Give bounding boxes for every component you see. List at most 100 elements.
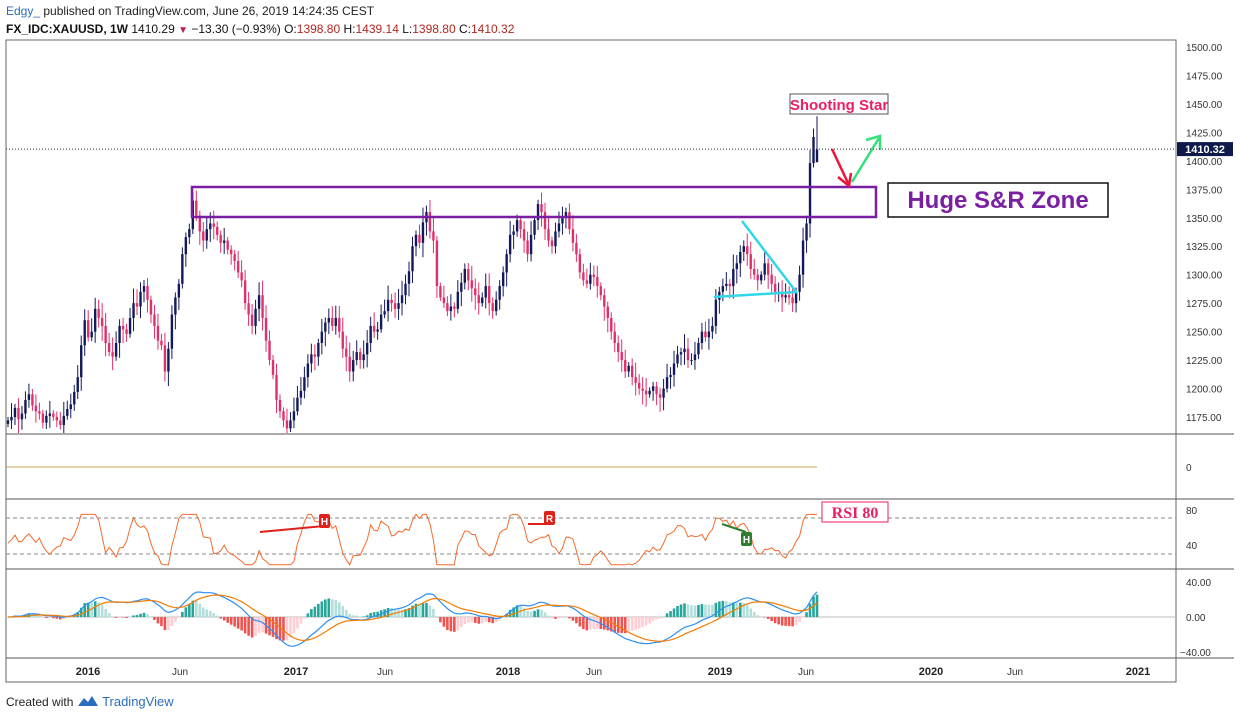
tradingview-brand[interactable]: TradingView <box>102 694 174 709</box>
macd-histogram-bar <box>156 617 160 624</box>
macd-histogram-bar <box>550 617 554 619</box>
macd-histogram-bar <box>815 594 819 617</box>
candle-body <box>135 303 139 307</box>
candle-body <box>585 280 589 284</box>
candle-body <box>271 360 275 375</box>
candle-body <box>52 413 55 417</box>
candle-body <box>20 413 24 420</box>
candle-body <box>156 325 160 341</box>
macd-histogram-bar <box>655 617 658 620</box>
macd-histogram-bar <box>191 600 195 617</box>
rsi-tick-80: 80 <box>1186 506 1198 517</box>
price-change: −13.30 (−0.93%) <box>191 22 281 36</box>
macd-histogram-bar <box>585 617 589 631</box>
macd-histogram-bar <box>522 607 526 617</box>
macd-histogram-bar <box>317 603 320 617</box>
macd-histogram-bar <box>313 606 317 617</box>
macd-histogram-bar <box>303 617 306 619</box>
candle-body <box>306 363 310 378</box>
macd-histogram-bar <box>763 617 766 618</box>
candle-body <box>766 263 770 275</box>
macd-histogram-bar <box>623 617 627 634</box>
macd-histogram-bar <box>59 617 62 620</box>
macd-histogram-bar <box>97 602 100 617</box>
shooting-star-label-box <box>789 93 889 115</box>
candle-body <box>170 314 174 349</box>
macd-histogram-bar <box>198 603 202 617</box>
candle-body <box>153 314 156 326</box>
time-axis[interactable]: 2016 Jun 2017 Jun 2018 Jun 2019 Jun 2020 Jun 2021 <box>76 666 1150 678</box>
candle-body <box>393 303 397 309</box>
macd-histogram-bar <box>330 599 334 617</box>
candle-body <box>637 382 641 389</box>
macd-histogram-bar <box>282 617 285 641</box>
candle-body <box>557 223 561 232</box>
candle-body <box>439 286 442 298</box>
macd-histogram-bar <box>442 617 446 627</box>
author-link[interactable]: Edgy_ <box>6 4 41 18</box>
macd-histogram-bar <box>351 615 355 617</box>
candle-body <box>212 223 215 227</box>
macd-histogram-bar <box>139 613 142 617</box>
candle-body <box>184 237 188 255</box>
candle-body <box>303 377 306 391</box>
macd-histogram-bar <box>575 617 578 624</box>
candle-body <box>128 317 132 334</box>
candle-body <box>299 390 303 398</box>
macd-histogram-bar <box>275 617 278 640</box>
high-label: H: <box>343 22 356 36</box>
publish-info: Edgy_ published on TradingView.com, June… <box>6 4 374 18</box>
candle-body <box>498 286 501 300</box>
macd-histogram <box>6 594 819 641</box>
rsi-divergence-1 <box>259 525 325 533</box>
candle-body <box>554 231 557 247</box>
macd-histogram-bar <box>557 617 561 619</box>
price-tick-label: 1375.00 <box>1186 185 1223 196</box>
macd-histogram-bar <box>104 608 107 617</box>
candle-body <box>474 288 477 296</box>
macd-histogram-bar <box>365 615 369 617</box>
low-label: L: <box>402 22 413 36</box>
candle-body <box>125 329 128 334</box>
macd-histogram-bar <box>45 617 48 618</box>
time-tick-label: 2021 <box>1126 666 1150 678</box>
candle-body <box>372 325 376 332</box>
candle-body <box>620 352 623 361</box>
candle-body <box>278 399 282 412</box>
candle-body <box>787 295 791 298</box>
macd-histogram-bar <box>114 617 118 618</box>
rsi-tick-40: 40 <box>1186 541 1198 552</box>
last-price: 1410.29 <box>131 22 175 36</box>
candle-body <box>264 317 268 341</box>
macd-histogram-bar <box>463 617 467 624</box>
candle-body <box>338 317 341 332</box>
macd-histogram-bar <box>630 617 634 631</box>
macd-histogram-bar <box>348 613 352 617</box>
macd-histogram-bar <box>435 616 439 617</box>
candle-body <box>669 374 672 378</box>
candle-body <box>355 352 358 361</box>
macd-histogram-bar <box>310 609 313 617</box>
candle-body <box>10 417 13 421</box>
candle-body <box>240 272 243 281</box>
price-axis[interactable]: 1500.00 1475.00 1450.00 1425.00 1400.00 1375.… <box>1186 43 1223 424</box>
time-tick-label: 2017 <box>284 666 308 678</box>
candle-body <box>627 365 630 372</box>
macd-histogram-bar <box>372 612 376 617</box>
candle-body <box>794 291 798 304</box>
candle-body <box>658 394 662 398</box>
candle-body <box>285 420 289 429</box>
candle-body <box>229 249 233 255</box>
rsi-label: RSI 80 <box>832 505 879 522</box>
candle-body <box>121 325 125 330</box>
candle-body <box>414 234 418 247</box>
candle-body <box>31 394 34 406</box>
candle-body <box>331 317 334 326</box>
time-tick-label: Jun <box>172 667 188 678</box>
candle-body <box>38 411 41 414</box>
candle-body <box>610 317 613 332</box>
candle-body <box>449 306 453 312</box>
candle-body <box>732 269 735 287</box>
macd-histogram-bar <box>146 614 149 617</box>
